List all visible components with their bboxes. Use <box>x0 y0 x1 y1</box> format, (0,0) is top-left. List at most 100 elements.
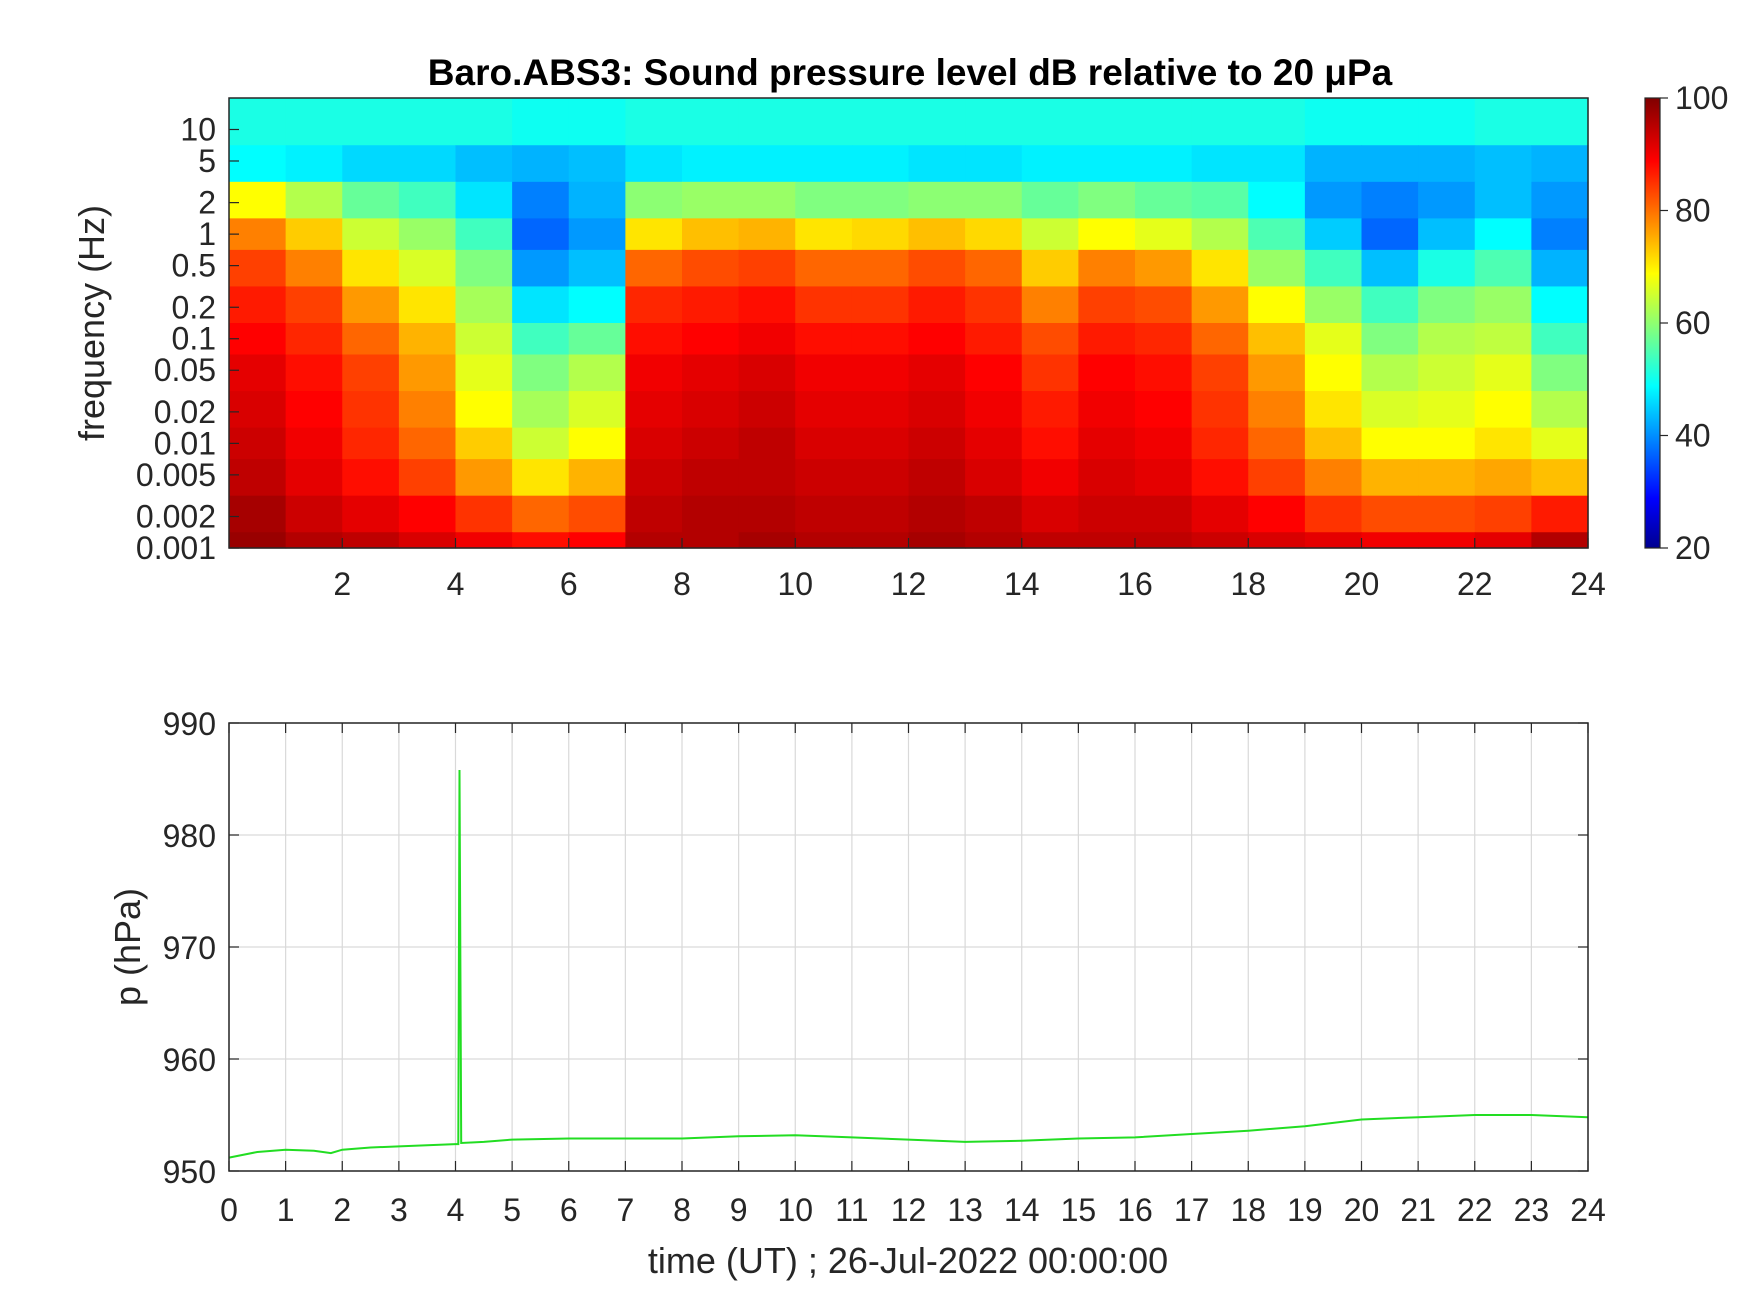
heatmap-cell <box>1078 495 1136 533</box>
heatmap-cell <box>1191 286 1249 324</box>
heatmap-cell <box>682 145 740 183</box>
heatmap-cell <box>1418 145 1476 183</box>
colorbar-tick-label: 40 <box>1675 418 1711 454</box>
heatmap-cell <box>1248 218 1306 251</box>
heatmap-cell <box>682 427 740 460</box>
heatmap-cell <box>625 459 683 497</box>
pressure-grid <box>228 722 1589 1172</box>
x-tick-label: 10 <box>777 566 813 602</box>
colorbar-tick-label: 60 <box>1675 305 1711 341</box>
heatmap-cell <box>908 98 966 146</box>
heatmap-cell <box>1135 286 1193 324</box>
x-tick-label: 20 <box>1344 1192 1380 1228</box>
heatmap-cell <box>1021 286 1079 324</box>
heatmap-cell <box>851 286 910 324</box>
heatmap-cell <box>1248 249 1306 288</box>
heatmap-cell <box>1531 98 1589 146</box>
x-tick-label: 2 <box>333 566 351 602</box>
heatmap-cell <box>1078 181 1136 219</box>
heatmap-cell <box>512 427 570 460</box>
heatmap-cell <box>1248 532 1306 549</box>
heatmap-cell <box>625 218 683 251</box>
heatmap-cell <box>568 249 626 288</box>
heatmap-cell <box>1418 286 1476 324</box>
heatmap-cell <box>625 323 683 356</box>
heatmap-cell <box>455 98 513 146</box>
heatmap-cell <box>1304 98 1363 146</box>
heatmap-cell <box>1361 286 1419 324</box>
heatmap-cell <box>1531 218 1589 251</box>
y-tick-label: 10 <box>180 111 216 147</box>
y-tick-label: 0.005 <box>136 457 216 493</box>
heatmap-cell <box>965 391 1023 429</box>
heatmap-cell <box>1248 459 1306 497</box>
heatmap-cell <box>1474 532 1532 549</box>
heatmap-cell <box>1474 181 1532 219</box>
heatmap-cell <box>1474 459 1532 497</box>
heatmap-cell <box>398 145 457 183</box>
heatmap-cell <box>1191 495 1249 533</box>
heatmap-cell <box>965 181 1023 219</box>
heatmap-cell <box>1078 427 1136 460</box>
heatmap-cell <box>1135 218 1193 251</box>
heatmap-cell <box>229 459 287 497</box>
heatmap-cell <box>1191 391 1249 429</box>
heatmap-cell <box>965 218 1023 251</box>
heatmap-cell <box>512 459 570 497</box>
heatmap-cell <box>1021 218 1079 251</box>
heatmap-cell <box>965 249 1023 288</box>
heatmap-cell <box>342 391 400 429</box>
heatmap-cell <box>908 249 966 288</box>
heatmap-cell <box>1191 427 1249 460</box>
heatmap-cell <box>908 495 966 533</box>
heatmap-cell <box>398 98 457 146</box>
x-tick-label: 6 <box>560 566 578 602</box>
x-tick-label: 12 <box>891 566 927 602</box>
heatmap-cell <box>1135 427 1193 460</box>
x-tick-label: 6 <box>560 1192 578 1228</box>
pressure-y-ticks: 990 980 970 960 950 <box>163 706 1588 1190</box>
heatmap-cell <box>1361 181 1419 219</box>
heatmap-cell <box>1418 354 1476 392</box>
heatmap-cell <box>1304 323 1363 356</box>
heatmap-cell <box>512 145 570 183</box>
heatmap-cell <box>1078 459 1136 497</box>
heatmap-cell <box>342 495 400 533</box>
heatmap-cell <box>285 323 343 356</box>
heatmap-cell <box>229 181 287 219</box>
heatmap-cell <box>455 145 513 183</box>
heatmap-cell <box>398 391 457 429</box>
heatmap-cell <box>625 532 683 549</box>
x-tick-label: 17 <box>1174 1192 1210 1228</box>
heatmap-cell <box>908 354 966 392</box>
heatmap-cell <box>1021 249 1079 288</box>
spectrogram-title: Baro.ABS3: Sound pressure level dB relat… <box>428 52 1393 93</box>
heatmap-cell <box>1361 218 1419 251</box>
heatmap-cell <box>851 495 910 533</box>
heatmap-cell <box>455 181 513 219</box>
heatmap-cell <box>1021 459 1079 497</box>
heatmap-cell <box>795 495 853 533</box>
heatmap-cell <box>1021 427 1079 460</box>
heatmap-cell <box>1078 532 1136 549</box>
x-tick-label: 19 <box>1287 1192 1323 1228</box>
heatmap-cell <box>285 249 343 288</box>
heatmap-cell <box>625 391 683 429</box>
heatmap-cell <box>965 286 1023 324</box>
heatmap-cell <box>682 98 740 146</box>
heatmap-cell <box>455 354 513 392</box>
heatmap-cell <box>342 218 400 251</box>
heatmap-cell <box>342 249 400 288</box>
y-tick-label: 0.002 <box>136 499 216 535</box>
heatmap-cell <box>1418 459 1476 497</box>
heatmap-cell <box>738 354 796 392</box>
heatmap-cell <box>1191 532 1249 549</box>
heatmap-cell <box>285 427 343 460</box>
heatmap-cell <box>851 391 910 429</box>
heatmap-cell <box>512 354 570 392</box>
heatmap-cell <box>342 145 400 183</box>
x-tick-label: 1 <box>277 1192 295 1228</box>
spectrogram-x-ticks: 2 4 6 8 10 12 14 16 18 20 22 24 <box>333 538 1606 602</box>
heatmap-cell <box>1191 459 1249 497</box>
heatmap-cell <box>1418 218 1476 251</box>
